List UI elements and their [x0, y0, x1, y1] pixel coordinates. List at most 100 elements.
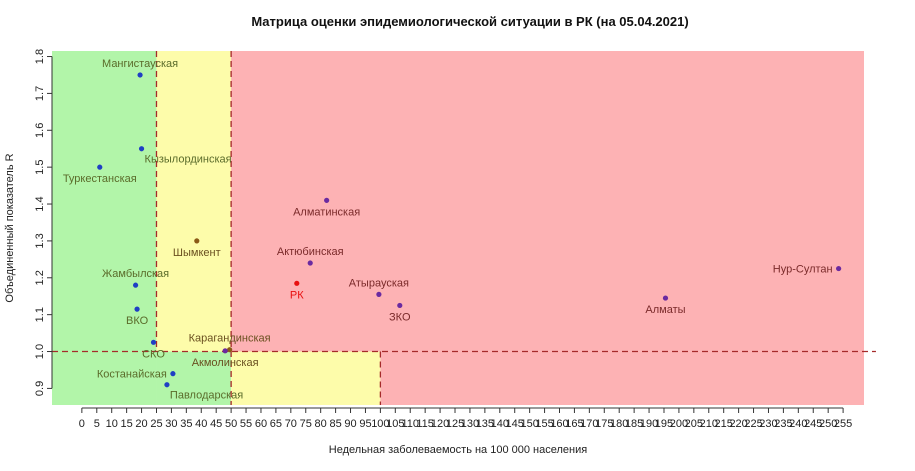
point-5 — [150, 339, 157, 345]
y-tick-label-5: 1.4 — [34, 196, 46, 211]
point-2 — [97, 164, 103, 170]
x-tick-label-37: 185 — [625, 418, 643, 430]
y-tick-label-4: 1.3 — [34, 233, 46, 248]
x-tick-label-33: 165 — [565, 418, 583, 430]
point-7 — [164, 382, 170, 388]
points-layer: Мангистауская Кызылординская Туркестанская… — [63, 58, 842, 402]
x-tick-label-41: 205 — [685, 418, 703, 430]
x-tick-label-47: 235 — [774, 418, 792, 430]
x-tick-label-10: 50 — [225, 418, 237, 430]
point-1 — [138, 146, 145, 152]
x-tick-label-19: 95 — [359, 418, 371, 430]
x-tick-label-21: 105 — [386, 418, 404, 430]
point-label-8: Шымкент — [173, 247, 221, 259]
x-tick-label-43: 215 — [715, 418, 733, 430]
point-label-0: Мангистауская — [102, 58, 178, 70]
y-tick-label-7: 1.6 — [34, 123, 46, 138]
x-tick-label-45: 225 — [744, 418, 762, 430]
x-tick-label-2: 10 — [106, 418, 118, 430]
x-tick-label-40: 200 — [670, 418, 688, 430]
reference-lines-layer — [52, 51, 876, 405]
x-tick-label-30: 150 — [520, 418, 538, 430]
x-tick-label-28: 140 — [491, 418, 509, 430]
x-tick-label-5: 25 — [150, 418, 162, 430]
x-tick-label-38: 190 — [640, 418, 658, 430]
x-tick-label-31: 155 — [535, 418, 553, 430]
x-tick-label-36: 180 — [610, 418, 628, 430]
x-tick-label-11: 55 — [240, 418, 252, 430]
y-tick-label-8: 1.7 — [34, 86, 46, 101]
zone-1 — [156, 51, 232, 352]
x-tick-label-34: 170 — [580, 418, 598, 430]
x-tick-label-13: 65 — [270, 418, 282, 430]
zone-0 — [52, 51, 157, 405]
point-label-14: Атырауская — [349, 277, 409, 289]
point-label-13: РК — [290, 289, 304, 301]
x-tick-label-42: 210 — [700, 418, 718, 430]
x-tick-label-27: 135 — [476, 418, 494, 430]
point-9 — [227, 347, 233, 353]
x-tick-label-23: 115 — [416, 418, 434, 430]
point-label-11: Алматинская — [293, 206, 360, 218]
point-label-16: Алматы — [645, 304, 685, 316]
point-16 — [662, 295, 669, 301]
x-tick-label-17: 85 — [329, 418, 341, 430]
x-tick-label-8: 40 — [195, 418, 207, 430]
axes-layer: 0.91.01.11.21.31.41.51.61.71.80 5 10 15 20 25… — [34, 49, 852, 430]
x-tick-label-18: 90 — [344, 418, 356, 430]
point-10 — [222, 348, 228, 354]
point-4 — [134, 306, 140, 312]
point-label-10: Акмолинская — [192, 357, 259, 369]
x-tick-label-48: 240 — [789, 418, 807, 430]
x-tick-label-6: 30 — [165, 418, 177, 430]
x-tick-label-7: 35 — [180, 418, 192, 430]
zone-4 — [231, 351, 381, 405]
point-3 — [132, 282, 139, 288]
zone-2 — [156, 351, 232, 405]
point-label-5: СКО — [142, 348, 165, 360]
point-14 — [376, 291, 382, 297]
point-label-1: Кызылординская — [145, 154, 232, 166]
x-tick-label-16: 80 — [315, 418, 327, 430]
point-label-4: ВКО — [126, 315, 149, 327]
point-6 — [170, 371, 176, 377]
x-tick-label-35: 175 — [595, 418, 613, 430]
point-0 — [137, 72, 143, 78]
point-label-7: Павлодарская — [170, 390, 243, 402]
y-tick-label-3: 1.2 — [34, 270, 46, 285]
x-tick-label-50: 250 — [819, 418, 837, 430]
y-tick-label-1: 1.0 — [34, 344, 46, 359]
x-tick-label-20: 100 — [371, 418, 389, 430]
point-17 — [836, 265, 842, 272]
x-tick-label-29: 145 — [506, 418, 524, 430]
x-tick-label-39: 195 — [655, 418, 673, 430]
y-tick-label-0: 0.9 — [34, 381, 46, 396]
zone-3 — [231, 51, 864, 352]
x-tick-label-9: 45 — [210, 418, 222, 430]
point-label-15: ЗКО — [389, 311, 411, 323]
x-tick-label-22: 110 — [401, 418, 419, 430]
x-tick-label-46: 230 — [759, 418, 777, 430]
point-label-6: Костанайская — [97, 369, 167, 381]
x-tick-label-26: 130 — [461, 418, 479, 430]
x-tick-label-4: 20 — [135, 418, 147, 430]
point-11 — [324, 197, 330, 203]
y-tick-label-2: 1.1 — [34, 307, 46, 322]
chart-title: Матрица оценки эпидемиологической ситуац… — [251, 14, 689, 29]
x-tick-label-51: 255 — [834, 418, 852, 430]
x-tick-label-24: 120 — [431, 418, 449, 430]
point-label-17: Нур-Султан — [773, 264, 833, 276]
x-tick-label-25: 125 — [446, 418, 464, 430]
x-axis-label: Недельная заболеваемость на 100 000 насе… — [328, 444, 588, 456]
zones-layer — [52, 51, 864, 405]
point-15 — [397, 302, 403, 309]
x-tick-label-1: 5 — [94, 418, 100, 430]
x-tick-label-44: 220 — [729, 418, 747, 430]
point-8 — [194, 238, 200, 244]
point-label-9: Карагандинская — [189, 333, 271, 345]
point-label-2: Туркестанская — [63, 173, 137, 185]
x-tick-label-49: 245 — [804, 418, 822, 430]
y-axis-label: Объединенный показатель R — [4, 153, 16, 303]
x-tick-label-12: 60 — [255, 418, 267, 430]
y-tick-label-6: 1.5 — [34, 160, 46, 175]
